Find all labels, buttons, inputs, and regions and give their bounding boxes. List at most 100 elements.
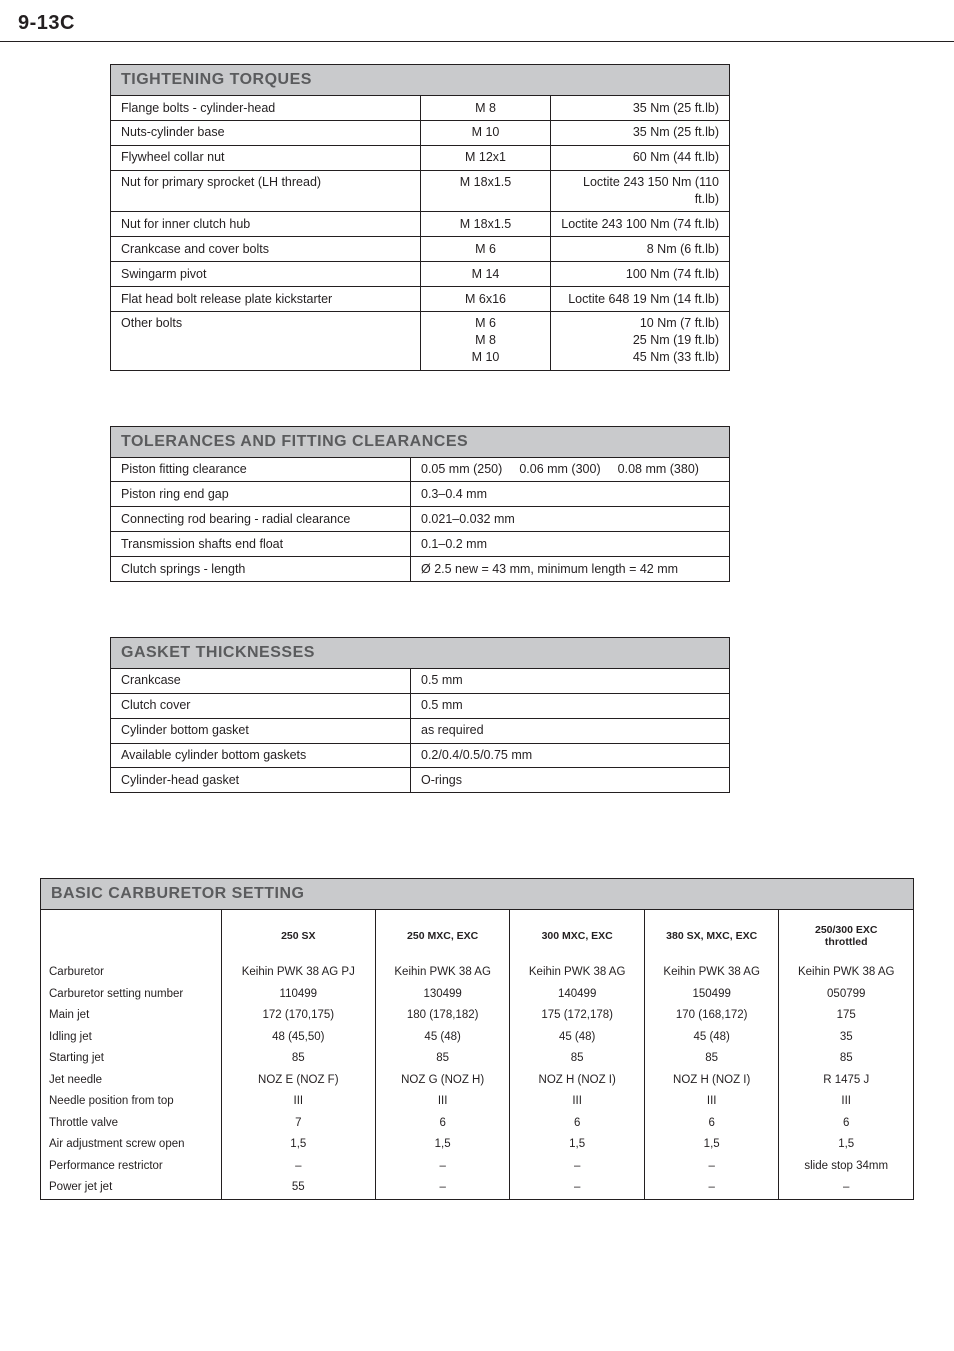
carb-value: III xyxy=(510,1091,645,1113)
carb-value: 1,5 xyxy=(375,1134,510,1156)
carb-row-label: Jet needle xyxy=(41,1070,222,1092)
carb-value: 180 (178,182) xyxy=(375,1005,510,1027)
carb-value: slide stop 34mm xyxy=(779,1156,914,1178)
carb-value: 45 (48) xyxy=(510,1027,645,1049)
carb-value: 6 xyxy=(779,1113,914,1135)
page-number: 9-13C xyxy=(0,0,954,41)
carb-value: 85 xyxy=(510,1048,645,1070)
carb-value: III xyxy=(644,1091,779,1113)
carb-value: 170 (168,172) xyxy=(644,1005,779,1027)
tolerance-value: 0.1–0.2 mm xyxy=(411,532,730,557)
carb-value: III xyxy=(375,1091,510,1113)
tolerance-value: 0.05 mm (250)0.06 mm (300)0.08 mm (380) xyxy=(411,457,730,482)
carb-value: 175 (172,178) xyxy=(510,1005,645,1027)
carb-value: 1,5 xyxy=(779,1134,914,1156)
carb-value: 55 xyxy=(221,1177,375,1199)
gasket-label: Cylinder bottom gasket xyxy=(111,718,411,743)
torque-label: Flat head bolt release plate kickstarter xyxy=(111,287,421,312)
torque-label: Nut for primary sprocket (LH thread) xyxy=(111,170,421,212)
carb-row-label: Main jet xyxy=(41,1005,222,1027)
torque-spec: M 18x1.5 xyxy=(421,212,551,237)
carb-value: – xyxy=(644,1156,779,1178)
gasket-value: 0.5 mm xyxy=(411,693,730,718)
carb-value: 1,5 xyxy=(510,1134,645,1156)
tolerance-label: Connecting rod bearing - radial clearanc… xyxy=(111,507,411,532)
carb-value: Keihin PWK 38 AG xyxy=(644,962,779,984)
torque-value: 35 Nm (25 ft.lb) xyxy=(551,96,730,121)
tolerance-value: 0.3–0.4 mm xyxy=(411,482,730,507)
carb-value: – xyxy=(779,1177,914,1199)
carb-value: NOZ H (NOZ I) xyxy=(510,1070,645,1092)
carb-value: III xyxy=(779,1091,914,1113)
carb-value: 85 xyxy=(779,1048,914,1070)
carb-value: Keihin PWK 38 AG xyxy=(779,962,914,984)
tolerance-label: Piston fitting clearance xyxy=(111,457,411,482)
carb-value: 172 (170,175) xyxy=(221,1005,375,1027)
tolerance-value: Ø 2.5 new = 43 mm, minimum length = 42 m… xyxy=(411,557,730,582)
carb-value: 6 xyxy=(375,1113,510,1135)
torque-value: 10 Nm (7 ft.lb) 25 Nm (19 ft.lb) 45 Nm (… xyxy=(551,311,730,370)
carb-column-header: 250 MXC, EXC xyxy=(375,910,510,963)
torque-label: Swingarm pivot xyxy=(111,262,421,287)
carb-value: Keihin PWK 38 AG PJ xyxy=(221,962,375,984)
torque-label: Flywheel collar nut xyxy=(111,145,421,170)
torque-spec: M 12x1 xyxy=(421,145,551,170)
gasket-value: 0.5 mm xyxy=(411,668,730,693)
carb-value: 150499 xyxy=(644,984,779,1006)
torque-spec: M 10 xyxy=(421,120,551,145)
torque-spec: M 8 xyxy=(421,96,551,121)
gaskets-table: GASKET THICKNESSES Crankcase0.5 mmClutch… xyxy=(110,637,730,793)
torque-label: Nut for inner clutch hub xyxy=(111,212,421,237)
gasket-value: as required xyxy=(411,718,730,743)
torque-spec: M 6 M 8 M 10 xyxy=(421,311,551,370)
gasket-label: Crankcase xyxy=(111,668,411,693)
torque-spec: M 14 xyxy=(421,262,551,287)
carb-value: 85 xyxy=(221,1048,375,1070)
carb-title: BASIC CARBURETOR SETTING xyxy=(41,879,914,910)
carb-value: NOZ G (NOZ H) xyxy=(375,1070,510,1092)
torque-value: Loctite 648 19 Nm (14 ft.lb) xyxy=(551,287,730,312)
gasket-label: Available cylinder bottom gaskets xyxy=(111,743,411,768)
carb-value: 45 (48) xyxy=(644,1027,779,1049)
tolerances-title: TOLERANCES AND FITTING CLEARANCES xyxy=(111,426,730,457)
torque-label: Other bolts xyxy=(111,311,421,370)
gasket-value: 0.2/0.4/0.5/0.75 mm xyxy=(411,743,730,768)
tolerances-table: TOLERANCES AND FITTING CLEARANCES Piston… xyxy=(110,426,730,582)
carburetor-table: BASIC CARBURETOR SETTING 250 SX250 MXC, … xyxy=(40,878,914,1200)
torque-value: 35 Nm (25 ft.lb) xyxy=(551,120,730,145)
carb-value: 110499 xyxy=(221,984,375,1006)
carb-value: 050799 xyxy=(779,984,914,1006)
carb-value: Keihin PWK 38 AG xyxy=(375,962,510,984)
tightening-title: TIGHTENING TORQUES xyxy=(111,65,730,96)
carb-row-label: Throttle valve xyxy=(41,1113,222,1135)
carb-column-header: 300 MXC, EXC xyxy=(510,910,645,963)
main-content: TIGHTENING TORQUES Flange bolts - cylind… xyxy=(0,64,954,878)
carb-value: 85 xyxy=(375,1048,510,1070)
carb-value: 1,5 xyxy=(644,1134,779,1156)
carb-row-label: Starting jet xyxy=(41,1048,222,1070)
carb-value: – xyxy=(375,1156,510,1178)
carb-value: 130499 xyxy=(375,984,510,1006)
carb-value: 48 (45,50) xyxy=(221,1027,375,1049)
gasket-value: O-rings xyxy=(411,768,730,793)
carb-row-label: Air adjustment screw open xyxy=(41,1134,222,1156)
carb-row-label: Idling jet xyxy=(41,1027,222,1049)
carb-value: III xyxy=(221,1091,375,1113)
tolerance-label: Transmission shafts end float xyxy=(111,532,411,557)
tolerance-label: Clutch springs - length xyxy=(111,557,411,582)
tolerance-label: Piston ring end gap xyxy=(111,482,411,507)
carb-value: NOZ E (NOZ F) xyxy=(221,1070,375,1092)
carb-row-label: Carburetor xyxy=(41,962,222,984)
carb-row-label: Needle position from top xyxy=(41,1091,222,1113)
tightening-torques-table: TIGHTENING TORQUES Flange bolts - cylind… xyxy=(110,64,730,371)
carb-value: R 1475 J xyxy=(779,1070,914,1092)
carb-value: 6 xyxy=(644,1113,779,1135)
torque-label: Nuts-cylinder base xyxy=(111,120,421,145)
carb-value: – xyxy=(510,1156,645,1178)
gasket-label: Cylinder-head gasket xyxy=(111,768,411,793)
torque-spec: M 18x1.5 xyxy=(421,170,551,212)
carb-column-header: 250/300 EXC throttled xyxy=(779,910,914,963)
carb-value: 85 xyxy=(644,1048,779,1070)
gasket-label: Clutch cover xyxy=(111,693,411,718)
torque-value: 100 Nm (74 ft.lb) xyxy=(551,262,730,287)
